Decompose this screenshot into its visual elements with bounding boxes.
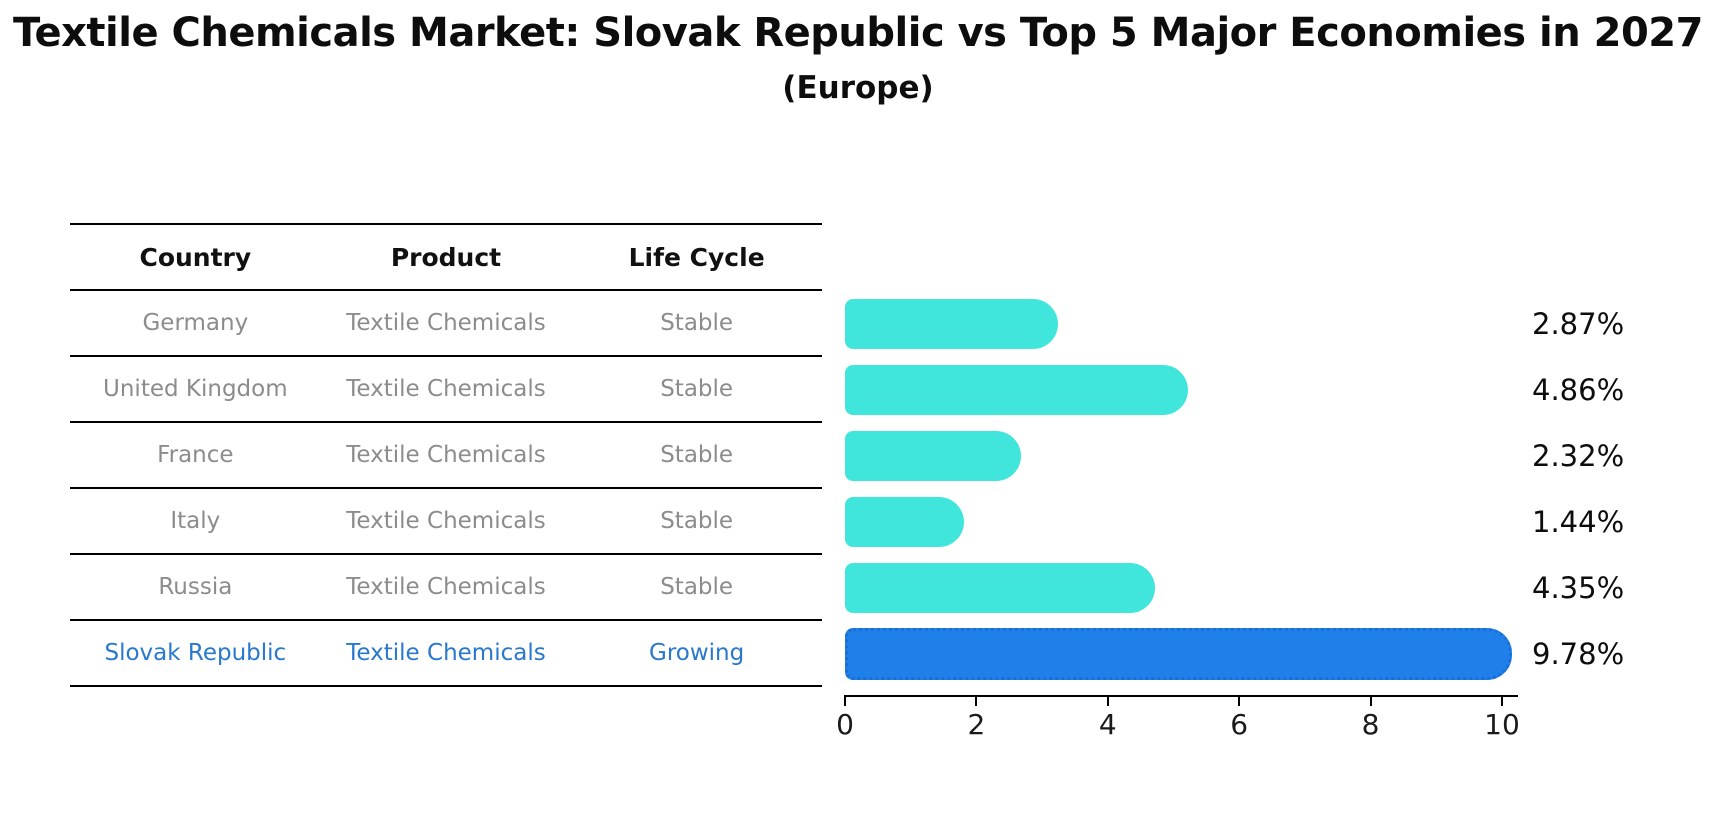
x-tick-label: 10 xyxy=(1484,708,1520,741)
table-row: Russia Textile Chemicals Stable xyxy=(70,555,822,621)
column-header-product: Product xyxy=(390,242,502,272)
x-tick xyxy=(1238,695,1241,706)
bar xyxy=(845,299,1058,349)
cell-product: Textile Chemicals xyxy=(346,640,546,666)
comparison-table: Country Product Life Cycle Germany Texti… xyxy=(70,223,822,687)
cell-product: Textile Chemicals xyxy=(346,574,546,600)
bar xyxy=(845,497,964,547)
cell-country: Slovak Republic xyxy=(104,640,287,666)
cell-country: Italy xyxy=(170,508,221,534)
bar-value-label: 1.44% xyxy=(1532,505,1625,539)
x-tick-label: 2 xyxy=(967,708,986,741)
x-tick xyxy=(975,695,978,706)
bar xyxy=(845,563,1155,613)
x-tick xyxy=(844,695,846,706)
cell-life-cycle: Stable xyxy=(660,442,734,468)
cell-life-cycle: Stable xyxy=(660,376,734,402)
x-tick-label: 6 xyxy=(1230,708,1249,741)
bar-value-label: 2.87% xyxy=(1532,307,1625,341)
x-tick xyxy=(1369,695,1372,706)
table-row: United Kingdom Textile Chemicals Stable xyxy=(70,357,822,423)
bar-value-label: 2.32% xyxy=(1532,439,1625,473)
cell-country: United Kingdom xyxy=(103,376,288,402)
cell-life-cycle: Stable xyxy=(660,508,734,534)
cell-product: Textile Chemicals xyxy=(346,376,546,402)
bar xyxy=(845,431,1022,481)
x-tick-label: 8 xyxy=(1361,708,1380,741)
cell-life-cycle: Stable xyxy=(660,574,734,600)
plot-area xyxy=(845,290,1518,697)
bar-value-label: 9.78% xyxy=(1532,637,1625,671)
bar xyxy=(845,365,1189,415)
bar-highlight xyxy=(845,628,1512,680)
x-tick xyxy=(1501,695,1503,706)
bar-value-label: 4.86% xyxy=(1532,373,1625,407)
table-row: Italy Textile Chemicals Stable xyxy=(70,489,822,555)
chart-subtitle: (Europe) xyxy=(782,70,934,106)
table-row-highlighted: Slovak Republic Textile Chemicals Growin… xyxy=(70,621,822,687)
table-header-row: Country Product Life Cycle xyxy=(70,225,822,291)
x-tick-label: 0 xyxy=(836,708,854,741)
cell-product: Textile Chemicals xyxy=(346,310,546,336)
cell-life-cycle: Stable xyxy=(660,310,734,336)
cell-product: Textile Chemicals xyxy=(346,508,546,534)
cell-country: France xyxy=(157,442,234,468)
chart-title: Textile Chemicals Market: Slovak Republi… xyxy=(13,10,1703,56)
cell-product: Textile Chemicals xyxy=(346,442,546,468)
x-tick xyxy=(1106,695,1109,706)
table-row: France Textile Chemicals Stable xyxy=(70,423,822,489)
cell-country: Germany xyxy=(142,310,249,336)
cell-life-cycle: Growing xyxy=(649,640,745,666)
cell-country: Russia xyxy=(158,574,233,600)
x-tick-label: 4 xyxy=(1098,708,1117,741)
table-row: Germany Textile Chemicals Stable xyxy=(70,291,822,357)
column-header-life-cycle: Life Cycle xyxy=(628,242,765,272)
column-header-country: Country xyxy=(139,242,252,272)
bar-value-label: 4.35% xyxy=(1532,571,1625,605)
